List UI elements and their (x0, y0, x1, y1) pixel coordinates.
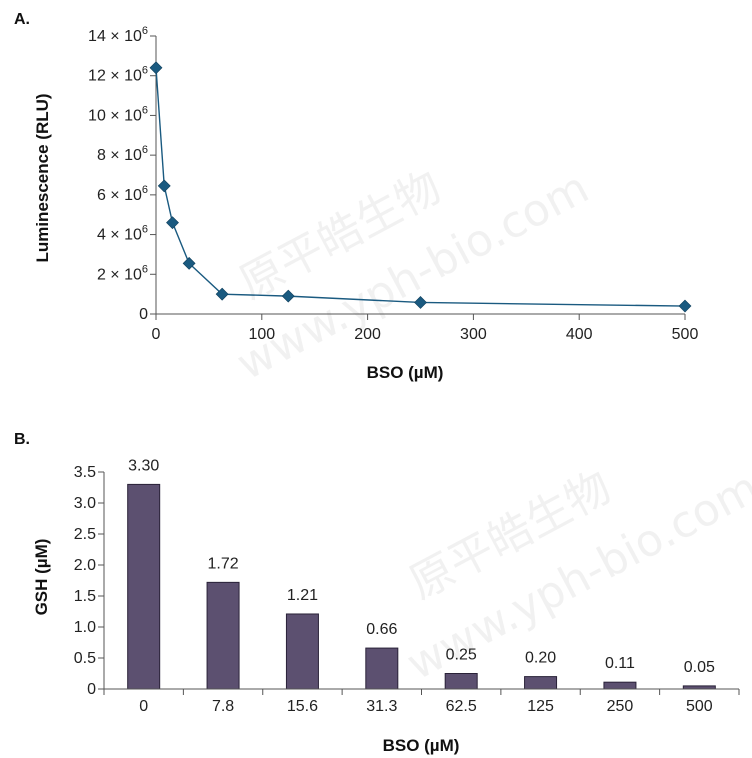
panel-b-y-tick-label: 0 (87, 681, 96, 698)
panel-a-series-line (155, 67, 686, 307)
panel-b-bar (444, 673, 478, 690)
panel-b-x-tick-label: 500 (686, 698, 713, 715)
panel-a-data-point (157, 179, 171, 193)
panel-a-x-tick-label: 300 (460, 326, 487, 343)
panel-a-label: A. (14, 11, 30, 28)
panel-b-bar (603, 681, 637, 690)
panel-b-bar (285, 613, 319, 690)
panel-b-data-label: 3.30 (128, 457, 159, 474)
panel-b-x-tick-label: 125 (527, 698, 554, 715)
panel-b-y-tick-label: 2.5 (74, 526, 96, 543)
panel-b-data-label: 0.20 (525, 650, 556, 667)
panel-b-data-label: 0.25 (446, 647, 477, 664)
panel-a-x-axis: 0 100 200 300 400 500 (152, 313, 699, 343)
panel-b-data-label: 0.66 (366, 621, 397, 638)
panel-b-y-tick-label: 3.0 (74, 495, 96, 512)
panel-b-y-axis-title: GSH (µM) (32, 539, 51, 616)
panel-a-x-tick-label: 100 (248, 326, 275, 343)
panel-a-y-tick-label: 8 × 106 (97, 144, 148, 164)
panel-b-x-tick-label: 15.6 (287, 698, 318, 715)
panel-b-label: B. (14, 431, 30, 448)
panel-a-y-axis-title: Luminescence (RLU) (33, 93, 52, 262)
panel-a-data-point (215, 287, 229, 301)
panel-b-data-label: 1.72 (207, 555, 238, 572)
panel-a-y-tick-label: 4 × 106 (97, 224, 148, 244)
panel-a-data-point (414, 296, 427, 309)
panel-b-bar-chart: B. 0 0.5 1.0 1.5 2.0 2.5 3.0 3.5 3.30 1.72 1.21 0.… (14, 431, 740, 755)
panel-b-x-axis: 0 7.8 15.6 31.3 62.5 125 250 500 (103, 688, 740, 715)
panel-a-data-point (182, 256, 196, 270)
panel-a-y-tick-label: 2 × 106 (97, 263, 148, 283)
panel-b-y-tick-label: 1.5 (74, 588, 96, 605)
panel-a-x-tick-label: 200 (354, 326, 381, 343)
panel-a-x-tick-label: 0 (152, 326, 161, 343)
panel-b-x-tick-label: 0 (139, 698, 148, 715)
panel-b-x-tick-label: 62.5 (446, 698, 477, 715)
panel-a-series (149, 61, 692, 313)
panel-b-bar (206, 581, 240, 690)
panel-a-x-axis-title: BSO (µM) (367, 363, 444, 382)
panel-b-bar (127, 483, 161, 690)
panel-b-y-tick-label: 2.0 (74, 557, 96, 574)
panel-a-data-point (678, 299, 692, 313)
panel-a-line-chart: A. 0 2 × 106 4 × 106 6 × 106 8 × 106 10 × 106… (14, 11, 698, 382)
panel-b-data-label: 1.21 (287, 587, 318, 604)
panel-a-x-tick-label: 400 (566, 326, 593, 343)
panel-b-bar (524, 676, 558, 690)
panel-b-x-tick-label: 250 (607, 698, 634, 715)
panel-b-y-axis: 0 0.5 1.0 1.5 2.0 2.5 3.0 3.5 (74, 464, 105, 698)
panel-a-y-axis: 0 2 × 106 4 × 106 6 × 106 8 × 106 10 × 106 12 … (88, 25, 157, 323)
panel-a-y-tick-label: 6 × 106 (97, 184, 148, 204)
panel-b-data-label: 0.05 (684, 659, 715, 676)
panel-b-y-tick-label: 3.5 (74, 464, 96, 481)
panel-b-y-tick-label: 1.0 (74, 619, 96, 636)
panel-a-y-tick-label: 12 × 106 (88, 65, 148, 85)
panel-a-x-tick-label: 500 (672, 326, 699, 343)
panel-a-data-point (149, 61, 163, 75)
panel-b-data-label: 0.11 (605, 655, 635, 672)
panel-a-data-point (281, 289, 295, 303)
panel-b-bar (365, 647, 399, 690)
panel-a-y-tick-label: 10 × 106 (88, 104, 148, 124)
panel-a-y-tick-label: 14 × 106 (88, 25, 148, 45)
panel-b-x-axis-title: BSO (µM) (383, 736, 460, 755)
panel-a-data-point (166, 216, 179, 230)
panel-b-x-tick-label: 31.3 (366, 698, 397, 715)
panel-b-x-tick-label: 7.8 (212, 698, 234, 715)
panel-b-bars: 3.30 1.72 1.21 0.66 0.25 0.20 0.11 0.05 (127, 457, 716, 690)
panel-a-y-tick-label: 0 (139, 306, 148, 323)
panel-b-y-tick-label: 0.5 (74, 650, 96, 667)
